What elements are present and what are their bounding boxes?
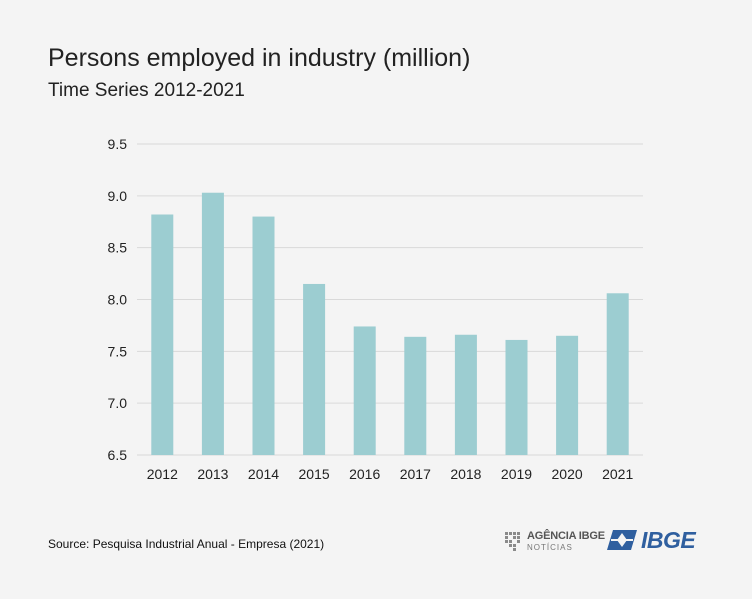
y-tick-label: 6.5 [108,447,128,463]
x-axis-ticks: 2012 2013 2014 2015 2016 2017 2018 2019 2020 2021 [147,466,634,482]
bar-2020 [556,335,579,455]
chart-subtitle: Time Series 2012-2021 [48,80,245,101]
y-tick-label: 8.0 [108,292,128,308]
ibge-mark-icon [607,530,637,550]
y-tick-label: 9.0 [108,188,128,204]
chart-title: Persons employed in industry (million) [48,44,471,72]
bar-2016 [353,326,376,455]
x-tick-label: 2015 [299,466,330,482]
bar-2017 [404,336,427,455]
ibge-wordmark: IBGE [641,526,696,553]
bar-2012 [151,214,174,455]
y-axis-ticks: 6.5 7.0 7.5 8.0 8.5 9.0 9.5 [108,136,128,463]
bar-2015 [303,283,326,455]
agencia-grid-icon [505,532,520,551]
x-tick-label: 2018 [450,466,481,482]
bar-2021 [606,293,629,455]
x-tick-label: 2019 [501,466,532,482]
x-tick-label: 2012 [147,466,178,482]
x-tick-label: 2013 [197,466,228,482]
bar-2013 [201,192,224,455]
x-tick-label: 2020 [552,466,583,482]
x-tick-label: 2017 [400,466,431,482]
y-tick-label: 7.5 [108,343,128,359]
bar-2019 [505,339,528,455]
source-note: Source: Pesquisa Industrial Anual - Empr… [48,537,325,551]
x-tick-label: 2021 [602,466,633,482]
x-tick-label: 2016 [349,466,380,482]
y-tick-label: 7.0 [108,395,128,411]
x-tick-label: 2014 [248,466,279,482]
bar-2014 [252,216,275,455]
agencia-title: AGÊNCIA IBGE [527,529,605,542]
bars [151,192,629,455]
ibge-logo: IBGE [607,526,696,554]
agencia-subtitle: NOTÍCIAS [527,542,573,552]
agencia-ibge-logo: AGÊNCIA IBGE NOTÍCIAS [503,528,605,554]
bar-2018 [454,334,477,455]
y-tick-label: 9.5 [108,136,128,152]
bar-chart: 6.57.07.58.08.59.09.5 2012 2013 2014 2015 20… [108,136,643,482]
y-tick-label: 8.5 [108,240,128,256]
